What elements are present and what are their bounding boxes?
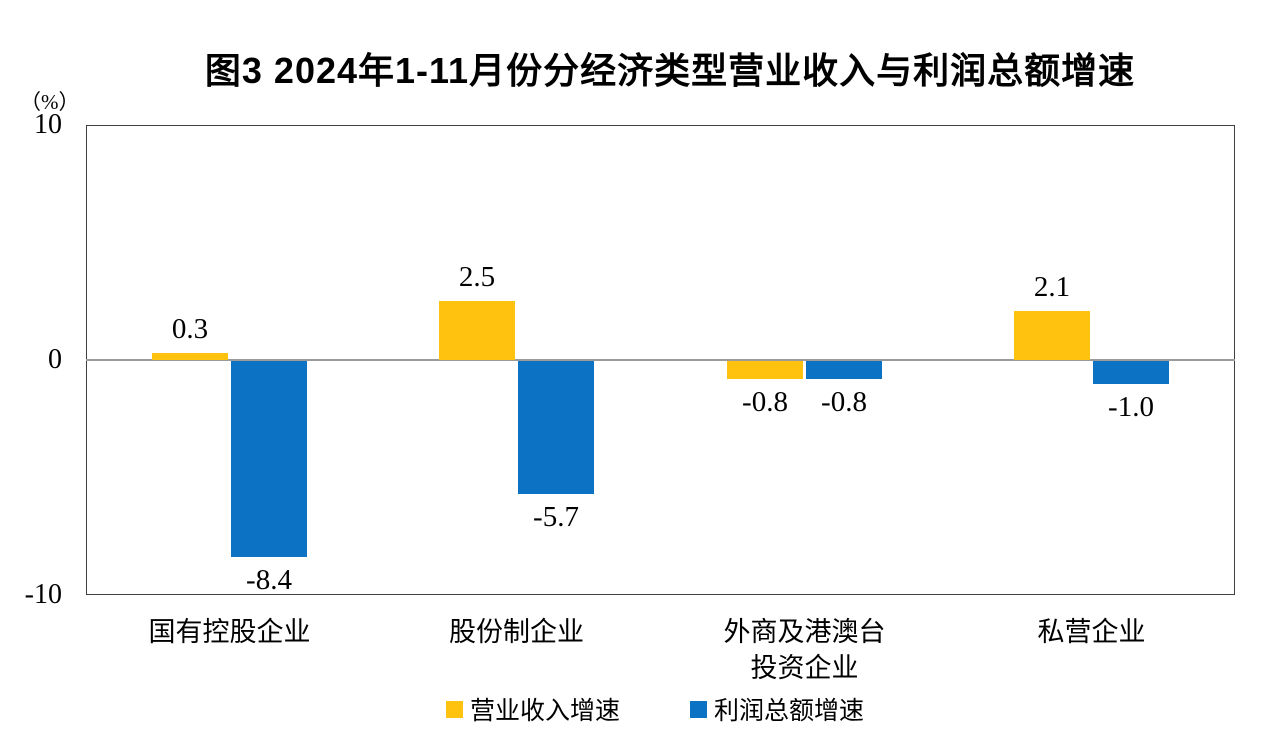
bar-revenue [152, 353, 228, 360]
bar-profit [1093, 361, 1169, 384]
legend-item: 利润总额增速 [690, 691, 864, 727]
y-axis-unit-label: （%） [20, 90, 80, 114]
x-axis-category-label: 国有控股企业 [148, 617, 311, 647]
bar-value-label: 0.3 [171, 313, 209, 345]
zero-gridline [86, 359, 1235, 361]
bar-profit [518, 361, 594, 494]
bar-value-label: -1.0 [1108, 391, 1154, 423]
x-axis-category-label: 外商及港澳台 投资企业 [723, 617, 886, 683]
x-axis-category-label: 私营企业 [1037, 617, 1146, 647]
bar-value-label: -5.7 [533, 501, 579, 533]
bar-revenue [439, 301, 515, 360]
legend-label: 利润总额增速 [714, 698, 865, 725]
bar-revenue [727, 361, 803, 379]
bar-value-label: -0.8 [821, 386, 867, 418]
y-axis-tick-label: 10 [34, 109, 62, 140]
bar-value-label: -8.4 [246, 564, 292, 596]
bar-profit [231, 361, 307, 557]
bar-value-label: 2.1 [1033, 271, 1071, 303]
chart-legend: 营业收入增速 利润总额增速 [15, 691, 1280, 727]
y-axis-tick-label: 0 [48, 344, 62, 375]
bar-profit [806, 361, 882, 379]
bar-value-label: 2.5 [458, 261, 496, 293]
legend-label: 营业收入增速 [469, 698, 620, 725]
x-axis-category-label: 股份制企业 [449, 617, 584, 647]
bar-revenue [1014, 311, 1090, 360]
legend-item: 营业收入增速 [445, 691, 620, 727]
chart-title: 图3 2024年1-11月份分经济类型营业收入与利润总额增速 [204, 50, 1136, 91]
profit-legend-swatch-icon [690, 700, 707, 718]
revenue-legend-swatch-icon [445, 700, 463, 718]
bar-value-label: -0.8 [742, 386, 788, 418]
y-axis-tick-label: -10 [24, 579, 62, 610]
